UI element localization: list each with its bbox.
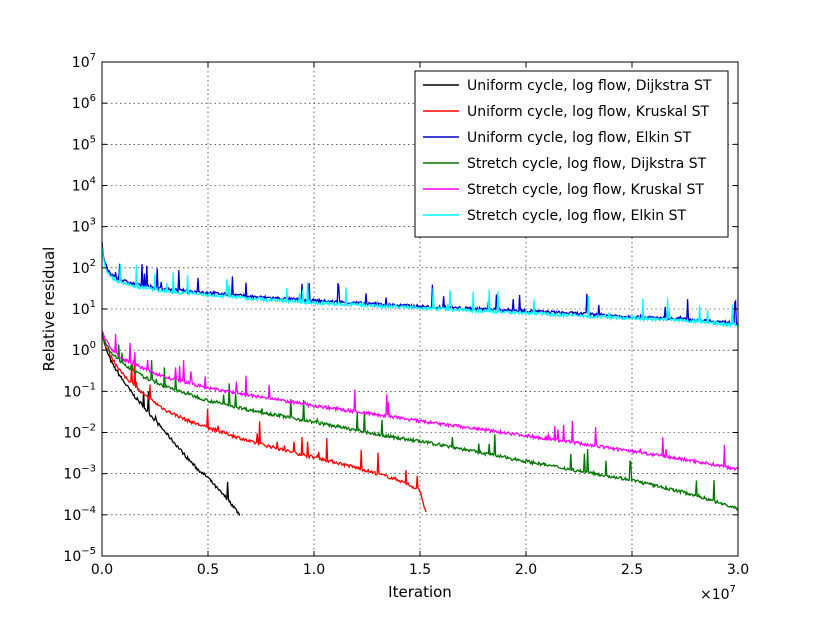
x-scale-exponent: 7 (730, 584, 736, 595)
y-axis-label: Relative residual (40, 247, 58, 372)
x-scale-multiplier: ×107 (700, 584, 736, 603)
y-tick-label: 105 (72, 134, 96, 153)
y-tick-label: 107 (72, 52, 96, 71)
y-tick-label: 101 (72, 299, 96, 318)
series-layer (101, 241, 739, 516)
y-tick-label: 100 (72, 340, 96, 359)
series-line (101, 330, 739, 472)
y-tick-label: 10−4 (63, 505, 96, 524)
y-tick-label: 10−5 (63, 546, 96, 565)
legend-label: Stretch cycle, log flow, Dijkstra ST (467, 156, 707, 172)
x-tick-label: 0.0 (91, 562, 113, 578)
y-tick-label: 103 (72, 217, 96, 236)
legend-box (414, 70, 729, 238)
x-tick-label: 2.5 (621, 562, 643, 578)
y-tick-label: 10−1 (63, 381, 96, 400)
x-tick-label: 1.5 (409, 562, 431, 578)
x-tick-label: 3.0 (727, 562, 749, 578)
x-tick-label: 2.0 (515, 562, 537, 578)
x-axis-label: Iteration (388, 583, 452, 601)
legend: Uniform cycle, log flow, Dijkstra ST Unif… (414, 70, 729, 238)
legend-label: Uniform cycle, log flow, Dijkstra ST (467, 78, 712, 94)
legend-label: Uniform cycle, log flow, Kruskal ST (467, 104, 709, 120)
series-line (101, 334, 739, 512)
series-line (101, 333, 427, 513)
series-line (101, 335, 241, 516)
x-scale-base: ×10 (700, 587, 730, 603)
y-tick-label: 102 (72, 258, 96, 277)
legend-label: Stretch cycle, log flow, Elkin ST (467, 208, 686, 224)
y-tick-label: 10−3 (63, 464, 96, 483)
y-tick-label: 10−2 (63, 423, 96, 442)
x-tick-label: 1.0 (303, 562, 325, 578)
series-line (101, 246, 739, 329)
x-tick-label: 0.5 (197, 562, 219, 578)
y-tick-label: 106 (72, 93, 96, 112)
legend-label: Stretch cycle, log flow, Kruskal ST (467, 182, 704, 198)
ticks: 0.0 0.5 1.0 1.5 2.0 2.5 3.0 10−5 10−4 10−3 10−2 10−… (63, 52, 749, 578)
legend-label: Uniform cycle, log flow, Elkin ST (467, 130, 692, 146)
y-tick-label: 104 (72, 176, 96, 195)
